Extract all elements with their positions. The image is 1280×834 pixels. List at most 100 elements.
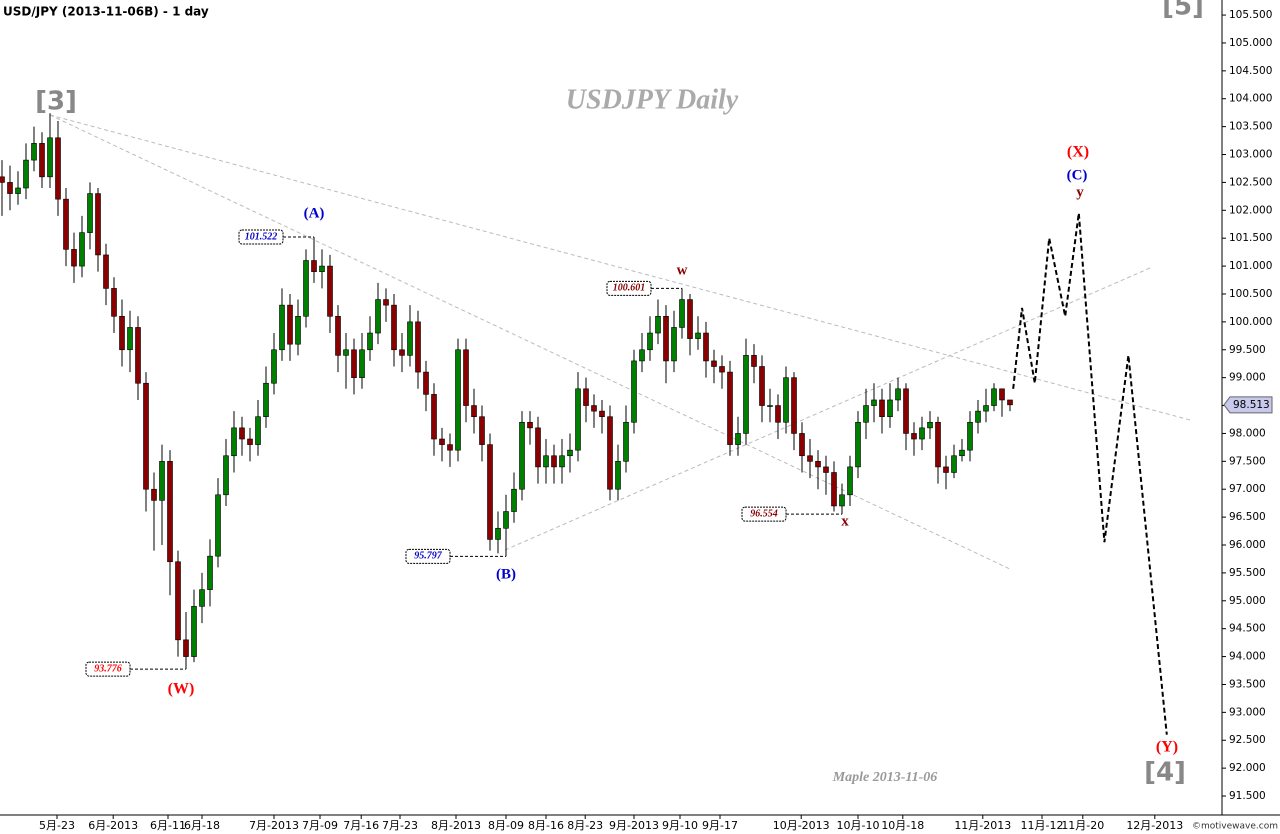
y-tick-label: 105.000	[1229, 37, 1272, 49]
candle-body	[895, 388, 901, 401]
candle-body	[343, 349, 349, 356]
x-tick-label: 9月-2013	[609, 819, 659, 832]
candle-body	[839, 494, 845, 507]
y-tick-label: 98.000	[1229, 427, 1266, 439]
x-tick-label: 8月-09	[488, 819, 524, 832]
wave-label: [5]	[1162, 0, 1204, 22]
candle-body	[543, 455, 549, 468]
candle-body	[303, 260, 309, 317]
candle-body	[951, 455, 957, 473]
candle-body	[855, 421, 861, 468]
y-tick-label: 100.000	[1229, 316, 1272, 328]
candle-body	[927, 421, 933, 429]
candle-body	[975, 410, 981, 423]
candle-body	[207, 555, 213, 590]
wave-label: (Y)	[1156, 739, 1178, 756]
price-box	[741, 506, 787, 522]
candle-body	[55, 137, 61, 200]
x-tick-label: 10月-2013	[773, 819, 830, 832]
candles	[0, 113, 1013, 670]
candle-body	[871, 399, 877, 406]
x-tick-label: 8月-23	[567, 819, 603, 832]
x-tick-label: 6月-2013	[88, 819, 138, 832]
price-box	[405, 548, 451, 564]
candle-body	[447, 444, 453, 451]
candle-body	[383, 299, 389, 306]
price-label: 93.776	[94, 663, 122, 674]
y-tick-label: 96.000	[1229, 539, 1266, 551]
wave-label: y	[1076, 184, 1084, 200]
candle-body	[807, 455, 813, 462]
x-tick-label: 11月-2013	[954, 819, 1011, 832]
candle-body	[39, 143, 45, 178]
projection-line	[1012, 212, 1168, 735]
y-tick-label: 103.500	[1229, 121, 1272, 133]
x-tick-label: 10月-18	[881, 819, 924, 832]
trend-line	[49, 114, 1013, 571]
x-tick-label: 10月-10	[837, 819, 880, 832]
candle-body	[959, 449, 965, 457]
candle-body	[943, 466, 949, 473]
candle-body	[903, 388, 909, 434]
candle-body	[727, 371, 733, 445]
candle-body	[463, 349, 469, 406]
candle-body	[127, 327, 133, 351]
candle-body	[287, 304, 293, 345]
candle-body	[743, 355, 749, 434]
x-tick-label: 7月-23	[382, 819, 418, 832]
candle-body	[735, 433, 741, 445]
candle-body	[15, 187, 21, 194]
trend-line	[504, 267, 1151, 551]
candle-body	[391, 304, 397, 351]
candle-body	[399, 349, 405, 356]
candle-body	[831, 472, 837, 507]
candle-body	[879, 399, 885, 418]
candle-body	[63, 198, 69, 250]
x-tick-label: 11月-20	[1061, 819, 1104, 832]
wave-label: (C)	[1067, 167, 1088, 183]
candle-body	[983, 405, 989, 412]
x-tick-label: 11月-12	[1021, 819, 1064, 832]
candle-body	[295, 315, 301, 345]
candle-body	[591, 405, 597, 412]
candle-body	[655, 315, 661, 334]
candle-body	[263, 382, 269, 418]
y-tick-label: 101.000	[1229, 260, 1272, 272]
y-tick-label: 91.500	[1229, 790, 1266, 802]
candle-body	[23, 159, 29, 189]
candle-body	[271, 349, 277, 384]
price-box	[85, 661, 131, 677]
candle-body	[495, 527, 501, 540]
candle-body	[407, 321, 413, 356]
y-tick-label: 92.500	[1229, 734, 1266, 746]
x-tick-label: 7月-09	[302, 819, 338, 832]
candle-body	[791, 377, 797, 434]
candle-body	[199, 589, 205, 607]
price-box	[606, 280, 652, 296]
candle-body	[31, 143, 37, 161]
candle-body	[71, 249, 77, 267]
wave-label: x	[841, 513, 849, 529]
candle-body	[751, 355, 757, 367]
candle-body	[535, 427, 541, 468]
credit: ©motivewave.com	[1192, 822, 1278, 832]
candle-body	[175, 561, 181, 641]
candle-body	[423, 371, 429, 395]
wave-label: [4]	[1144, 758, 1186, 788]
candle-body	[151, 488, 157, 501]
candle-body	[215, 494, 221, 557]
candle-body	[863, 405, 869, 423]
x-tick-label: 12月-2013	[1126, 819, 1183, 832]
candle-body	[823, 466, 829, 473]
candle-body	[575, 388, 581, 451]
y-tick-label: 97.000	[1229, 483, 1266, 495]
candle-body	[223, 455, 229, 496]
wave-label: (X)	[1067, 144, 1089, 161]
wave-label: (W)	[168, 681, 195, 698]
candle-body	[887, 399, 893, 418]
candle-body	[775, 405, 781, 423]
candle-body	[759, 366, 765, 406]
y-tick-label: 92.000	[1229, 762, 1266, 774]
candle-body	[783, 377, 789, 423]
